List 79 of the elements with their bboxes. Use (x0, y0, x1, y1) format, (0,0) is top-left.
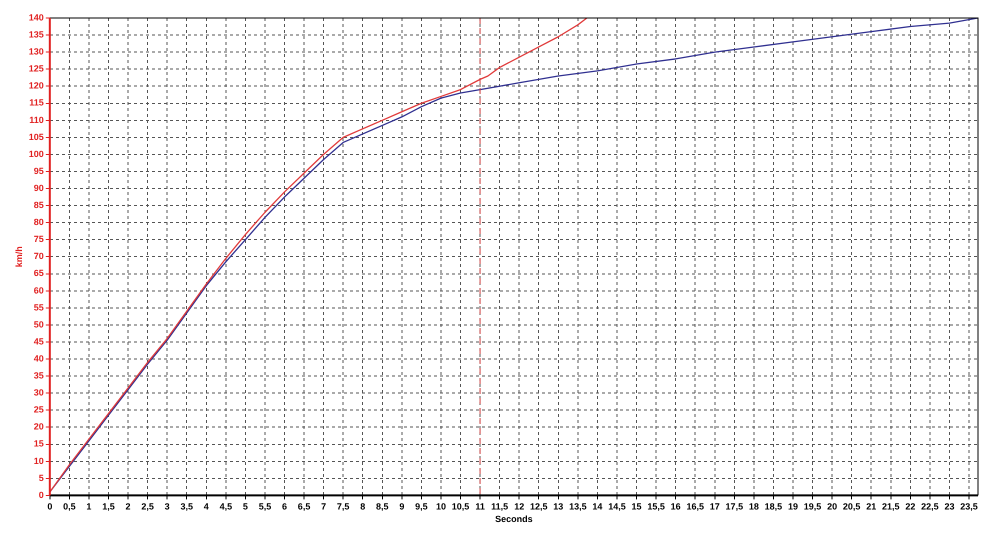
x-tick-label: 2 (126, 501, 131, 512)
x-tick-label: 7 (321, 501, 326, 512)
y-tick-label: 0 (38, 490, 44, 500)
y-tick-label: 105 (28, 132, 44, 142)
x-tick-label: 9,5 (415, 501, 428, 512)
y-tick-label: 80 (34, 217, 44, 228)
y-tick-label: 130 (28, 46, 44, 57)
x-tick-label: 3,5 (180, 501, 193, 512)
y-tick-label: 100 (28, 148, 44, 159)
x-tick-label: 5,5 (258, 501, 272, 512)
y-tick-label: 120 (28, 80, 44, 91)
x-tick-label: 18,5 (764, 501, 782, 512)
x-tick-label: 16 (670, 501, 681, 512)
x-tick-label: 21,5 (882, 501, 900, 512)
x-tick-label: 6 (282, 501, 288, 512)
x-tick-label: 12,5 (530, 501, 548, 512)
x-tick-label: 8,5 (376, 501, 389, 512)
y-tick-label: 115 (29, 98, 44, 108)
x-tick-label: 8 (360, 501, 366, 512)
x-tick-label: 20,5 (842, 501, 860, 512)
y-tick-label: 5 (38, 472, 44, 483)
x-tick-label: 13,5 (569, 501, 587, 512)
x-tick-label: 20 (827, 501, 838, 512)
y-tick-label: 75 (34, 234, 44, 244)
x-tick-label: 19 (788, 501, 798, 512)
x-tick-label: 17,5 (726, 501, 744, 512)
x-tick-label: 1 (86, 501, 92, 512)
x-tick-label: 9 (399, 501, 404, 512)
y-tick-label: 95 (34, 166, 44, 176)
x-tick-label: 13 (553, 501, 564, 512)
x-tick-label: 22,5 (921, 501, 939, 512)
x-tick-label: 23,5 (960, 501, 978, 512)
y-tick-label: 55 (34, 302, 44, 312)
x-tick-label: 16,5 (686, 501, 704, 512)
y-tick-label: 40 (34, 353, 44, 364)
y-tick-label: 60 (34, 285, 44, 296)
x-tick-label: 23 (944, 501, 954, 512)
x-tick-label: 0,5 (63, 501, 76, 512)
y-tick-label: 50 (34, 319, 44, 330)
x-tick-label: 18 (748, 501, 759, 512)
y-tick-label: 110 (29, 114, 44, 125)
x-tick-label: 14 (592, 501, 602, 512)
x-tick-label: 15 (632, 501, 642, 512)
x-tick-label: 1,5 (102, 501, 115, 512)
y-tick-label: 90 (34, 182, 44, 193)
y-tick-label: 15 (34, 438, 44, 449)
x-tick-label: 10,5 (452, 501, 470, 512)
y-tick-label: 140 (28, 12, 44, 22)
x-tick-label: 19,5 (804, 501, 822, 512)
x-axis-title: Seconds (495, 514, 533, 524)
x-tick-label: 15,5 (647, 501, 665, 512)
y-tick-label: 85 (34, 200, 44, 210)
y-tick-label: 25 (34, 404, 44, 415)
x-tick-label: 3 (164, 501, 170, 512)
x-tick-label: 17 (710, 501, 720, 512)
x-tick-label: 4 (204, 501, 209, 512)
x-tick-label: 21 (866, 501, 876, 512)
x-tick-label: 12 (514, 501, 524, 512)
y-tick-label: 125 (28, 64, 44, 74)
y-tick-label: 10 (34, 456, 44, 466)
y-tick-label: 35 (34, 370, 44, 381)
y-tick-label: 30 (34, 388, 44, 398)
y-tick-label: 135 (28, 30, 44, 40)
x-tick-label: 22 (905, 501, 916, 512)
x-tick-label: 14,5 (608, 501, 626, 512)
y-tick-label: 70 (34, 251, 44, 262)
x-tick-label: 10 (436, 501, 446, 512)
x-tick-label: 2,5 (141, 501, 154, 512)
y-axis-title: km/h (14, 246, 24, 268)
x-tick-label: 4,5 (220, 501, 232, 512)
x-tick-label: 6,5 (298, 501, 310, 512)
x-tick-label: 11 (475, 501, 485, 512)
y-tick-label: 45 (34, 336, 44, 346)
y-tick-label: 65 (34, 268, 44, 278)
y-tick-label: 20 (34, 422, 44, 432)
x-tick-label: 5 (242, 501, 248, 512)
x-tick-label: 11,5 (491, 501, 508, 512)
x-tick-label: 0 (47, 501, 52, 512)
x-tick-label: 7,5 (336, 501, 350, 512)
